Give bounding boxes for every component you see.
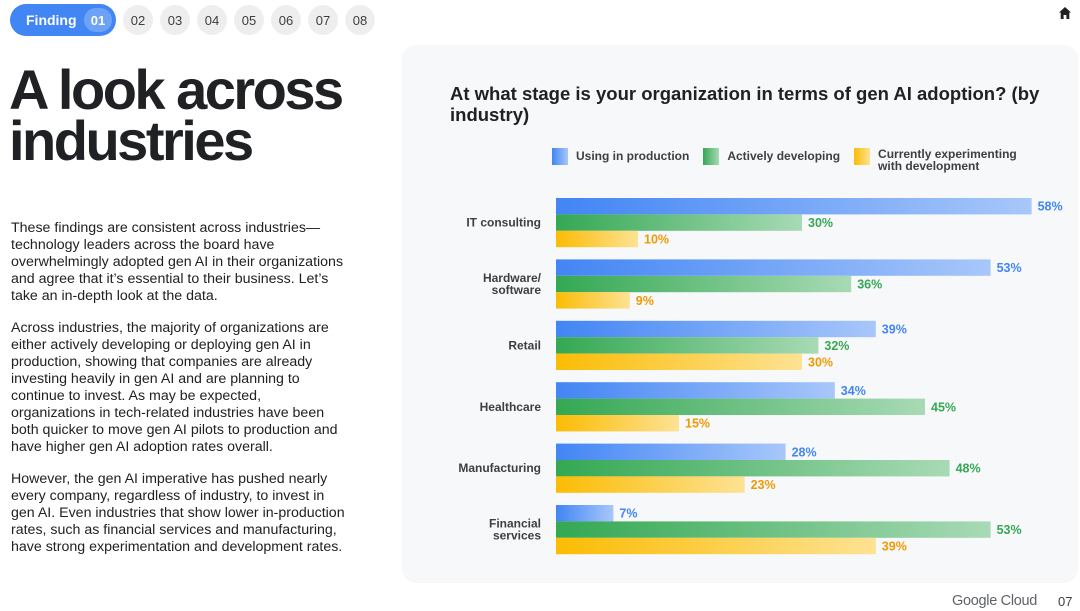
bar-production-5: [556, 505, 614, 522]
value-label-developing-4: 48%: [956, 462, 981, 476]
value-label-experimenting-0: 10%: [644, 233, 669, 247]
value-label-production-0: 58%: [1038, 200, 1063, 214]
legend-label-experimenting: Currently experimenting with development: [878, 147, 1017, 173]
finding-tab-04[interactable]: 04: [197, 5, 227, 35]
chart-title: At what stage is your organization in te…: [450, 83, 1040, 125]
value-label-developing-1: 36%: [857, 278, 882, 292]
bar-production-1: [556, 259, 991, 276]
value-label-developing-5: 53%: [997, 523, 1022, 537]
value-label-production-1: 53%: [997, 261, 1022, 275]
legend-label-developing: Actively developing: [727, 149, 841, 163]
category-label-0: IT consulting: [466, 216, 541, 230]
value-label-experimenting-5: 39%: [882, 540, 907, 554]
chart-legend: Using in production Actively developing …: [552, 148, 1042, 172]
category-label-5: Financial services: [489, 517, 541, 543]
bar-production-0: [556, 198, 1032, 215]
value-label-experimenting-1: 9%: [636, 294, 654, 308]
bar-experimenting-5: [556, 537, 876, 555]
category-label-4: Manufacturing: [458, 461, 541, 475]
finding-tab-05[interactable]: 05: [234, 5, 264, 35]
category-label-3: Healthcare: [480, 400, 542, 414]
value-label-developing-0: 30%: [808, 216, 833, 230]
value-label-production-2: 39%: [882, 323, 907, 337]
body-paragraph-2: Across industries, the majority of organ…: [11, 320, 338, 455]
legend-swatch-developing: [703, 148, 720, 165]
value-label-developing-3: 45%: [931, 400, 956, 414]
finding-tab-03[interactable]: 03: [160, 5, 190, 35]
value-label-production-5: 7%: [619, 507, 637, 521]
value-label-production-3: 34%: [841, 384, 866, 398]
legend-item-developing: Actively developing: [703, 148, 840, 165]
finding-label: Finding: [26, 12, 77, 28]
finding-tab-08[interactable]: 08: [345, 5, 375, 35]
finding-number-current: 01: [84, 8, 112, 32]
page-title: A look across industries: [9, 58, 344, 172]
bar-experimenting-1: [556, 292, 630, 309]
finding-tab-06[interactable]: 06: [271, 5, 301, 35]
bar-production-3: [556, 382, 835, 399]
value-label-production-4: 28%: [792, 445, 817, 459]
chart-card: [402, 45, 1078, 583]
body-text: These findings are consistent across ind…: [11, 220, 346, 571]
page-number: 07: [1058, 594, 1073, 609]
finding-tab-02[interactable]: 02: [123, 5, 153, 35]
finding-tab-current[interactable]: Finding 01: [10, 4, 116, 36]
bar-experimenting-4: [556, 476, 745, 493]
bar-experimenting-2: [556, 353, 802, 370]
bar-production-2: [556, 320, 876, 338]
bar-production-4: [556, 443, 786, 460]
value-label-experimenting-3: 15%: [685, 417, 710, 431]
google-cloud-logo: Google Cloud: [952, 593, 1038, 609]
category-label-1: Hardware/software: [483, 271, 542, 297]
bar-experimenting-3: [556, 415, 679, 432]
chart-marks: IT consulting 58% 30% 10% Hardware/software 5…: [458, 198, 1063, 555]
bar-developing-3: [556, 398, 925, 415]
legend-item-experimenting: Currently experimenting with development: [854, 148, 1028, 172]
bar-developing-2: [556, 337, 819, 354]
bar-developing-1: [556, 275, 852, 293]
category-label-2: Retail: [508, 338, 541, 352]
body-paragraph-3: However, the gen AI imperative has pushe…: [11, 471, 345, 555]
finding-nav: Finding 01 02 03 04 05 06 07 08: [10, 4, 375, 36]
finding-tab-07[interactable]: 07: [308, 5, 338, 35]
legend-swatch-production: [552, 148, 568, 165]
bar-developing-5: [556, 521, 991, 538]
bar-experimenting-0: [556, 230, 638, 248]
value-label-experimenting-4: 23%: [751, 478, 776, 492]
bar-developing-0: [556, 214, 802, 231]
legend-swatch-experimenting: [854, 148, 871, 165]
home-icon[interactable]: [1058, 6, 1072, 20]
bar-developing-4: [556, 460, 950, 477]
legend-label-production: Using in production: [576, 149, 690, 163]
body-paragraph-1: These findings are consistent across ind…: [11, 220, 344, 304]
value-label-developing-2: 32%: [824, 339, 849, 353]
value-label-experimenting-2: 30%: [808, 355, 833, 369]
legend-item-production: Using in production: [552, 148, 689, 165]
